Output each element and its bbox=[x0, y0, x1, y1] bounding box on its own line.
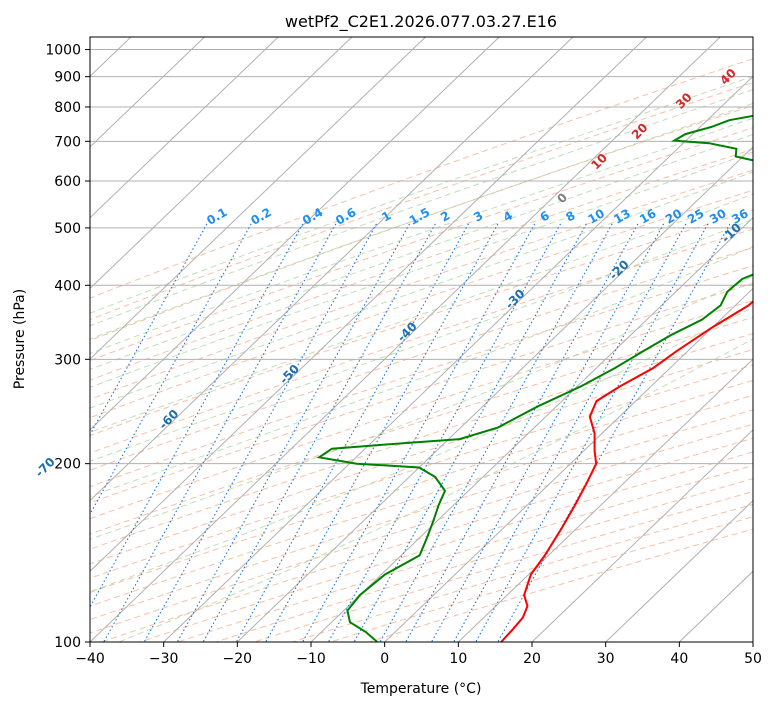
moist-adiabat-line bbox=[90, 306, 753, 593]
y-tick-label: 600 bbox=[54, 174, 81, 190]
temperature-profile bbox=[500, 300, 753, 642]
isotherm-line bbox=[90, 37, 574, 502]
moist-adiabat-line bbox=[90, 75, 753, 314]
isotherm-line bbox=[531, 429, 753, 642]
x-tick-label: −20 bbox=[223, 651, 253, 667]
isotherm-line bbox=[90, 37, 205, 148]
dry-adiabat-line bbox=[90, 82, 753, 321]
chart-title: wetPf2_C2E1.2026.077.03.27.E16 bbox=[285, 12, 557, 32]
moist-adiabat-line bbox=[90, 151, 753, 388]
y-tick-label: 800 bbox=[54, 100, 81, 116]
moist-adiabat-line bbox=[118, 338, 753, 642]
moist-adiabat-line bbox=[90, 171, 753, 409]
dry-adiabat-line bbox=[90, 316, 753, 535]
isotherm-line bbox=[384, 287, 753, 642]
dry-adiabat-line bbox=[90, 348, 753, 565]
isotherm-line bbox=[605, 499, 753, 642]
x-axis-label: Temperature (°C) bbox=[360, 681, 482, 697]
moist-adiabat-line bbox=[90, 275, 753, 540]
moist-adiabat-line bbox=[90, 193, 753, 433]
x-tick-label: 0 bbox=[380, 651, 389, 667]
y-tick-label: 700 bbox=[54, 134, 81, 150]
isotherm-line bbox=[163, 75, 753, 642]
y-tick-label: 900 bbox=[54, 70, 81, 86]
x-tick-label: −40 bbox=[75, 651, 105, 667]
moist-adiabat-line bbox=[90, 117, 753, 355]
y-tick-label: 300 bbox=[54, 352, 81, 368]
dry-adiabat-line bbox=[90, 364, 753, 579]
x-tick-label: 30 bbox=[597, 651, 615, 667]
isotherm-line bbox=[90, 37, 279, 219]
y-tick-label: 200 bbox=[54, 457, 81, 473]
isotherm-line bbox=[90, 37, 647, 572]
dewpoint-profile bbox=[316, 114, 753, 642]
x-tick-label: 50 bbox=[744, 651, 762, 667]
dry-adiabat-line bbox=[139, 451, 753, 642]
isotherm-line bbox=[90, 37, 721, 642]
dry-adiabat-line bbox=[177, 464, 753, 642]
plot-grid bbox=[90, 37, 753, 642]
isotherm-line bbox=[236, 146, 753, 642]
y-tick-label: 100 bbox=[54, 635, 81, 651]
isotherm-line bbox=[457, 358, 753, 642]
isotherm-line bbox=[310, 216, 753, 642]
y-tick-label: 400 bbox=[54, 278, 81, 294]
dry-adiabat-line bbox=[254, 490, 753, 642]
axes: −40 −30 −20 −10 0 10 20 30 40 50 1000 900 800 700 600 5… bbox=[45, 43, 762, 667]
y-axis-label: Pressure (hPa) bbox=[12, 289, 28, 389]
dry-adiabat-line bbox=[101, 437, 753, 642]
isotherm-line bbox=[90, 37, 500, 431]
x-tick-label: −10 bbox=[296, 651, 326, 667]
y-tick-label: 500 bbox=[54, 221, 81, 237]
dry-adiabat-line bbox=[90, 332, 753, 550]
dry-adiabat-line bbox=[90, 58, 753, 299]
y-tick-label: 1000 bbox=[45, 43, 81, 59]
x-tick-label: −30 bbox=[149, 651, 179, 667]
isotherm-line bbox=[90, 37, 353, 290]
x-tick-label: 10 bbox=[449, 651, 467, 667]
profile-series bbox=[316, 114, 753, 642]
dry-adiabat-line bbox=[215, 478, 753, 642]
isotherm-line bbox=[90, 37, 426, 360]
moist-adiabat-line bbox=[90, 102, 753, 340]
plot-frame bbox=[89, 36, 754, 643]
dry-adiabat-line bbox=[292, 503, 753, 642]
x-tick-label: 20 bbox=[523, 651, 541, 667]
x-tick-label: 40 bbox=[670, 651, 688, 667]
